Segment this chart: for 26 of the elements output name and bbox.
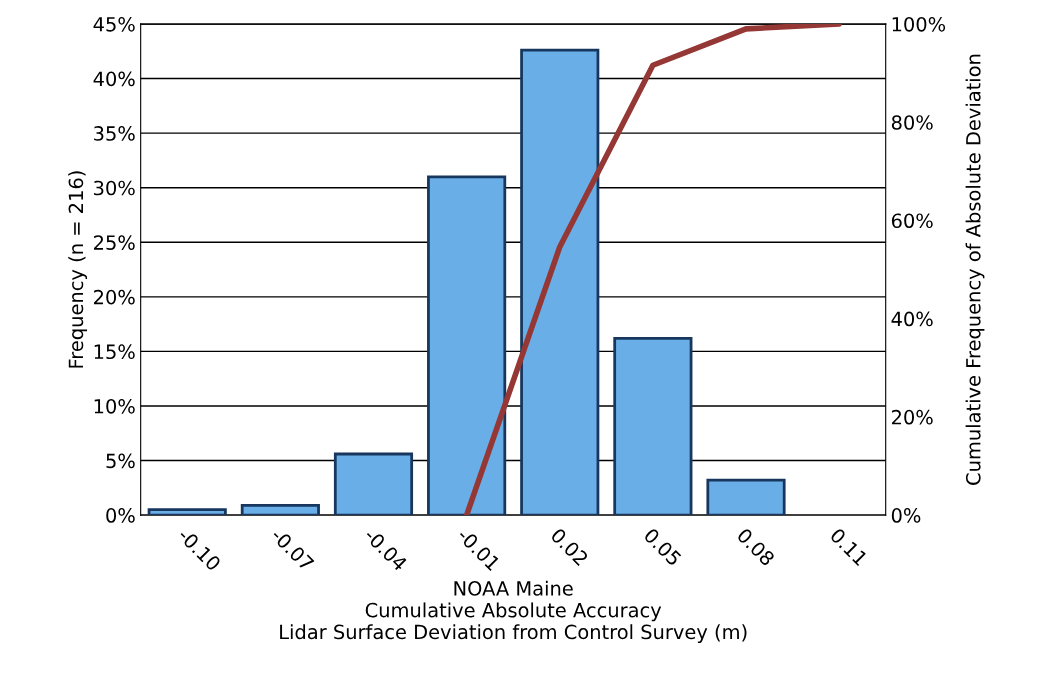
- y2-tick-label: 40%: [891, 311, 933, 327]
- x-axis-title: NOAA Maine Cumulative Absolute Accuracy Lidar Surface Deviation from Control Survey (m): [280, 580, 747, 644]
- y2-tick-label: 0%: [891, 508, 921, 523]
- y-tick-label: 30%: [94, 180, 135, 196]
- y-tick-label: 35%: [94, 126, 135, 141]
- y-tick-label: 10%: [94, 398, 135, 414]
- y-tick-label: 5%: [106, 453, 135, 469]
- y2-tick-label: 100%: [892, 16, 946, 32]
- y-axis-title: Frequency (n = 216): [68, 171, 88, 368]
- bar: [147, 508, 227, 516]
- y-tick-label: 20%: [94, 289, 135, 305]
- bar: [613, 336, 693, 516]
- y2-tick-label: 20%: [891, 409, 933, 425]
- y-tick-label: 40%: [93, 71, 135, 87]
- bar: [706, 478, 786, 516]
- y2-tick-label: 60%: [891, 213, 933, 229]
- bar: [427, 175, 507, 516]
- bar: [333, 452, 414, 516]
- bar: [240, 503, 320, 516]
- y-tick-label: 45%: [93, 16, 135, 32]
- y2-tick-label: 80%: [891, 115, 933, 130]
- y2-axis-title: Cumulative Frequency of Absolute Deviation: [965, 54, 985, 485]
- bar: [520, 48, 600, 516]
- y-tick-label: 15%: [94, 344, 135, 360]
- y-tick-label: 0%: [106, 508, 135, 523]
- y-tick-label: 25%: [94, 235, 135, 250]
